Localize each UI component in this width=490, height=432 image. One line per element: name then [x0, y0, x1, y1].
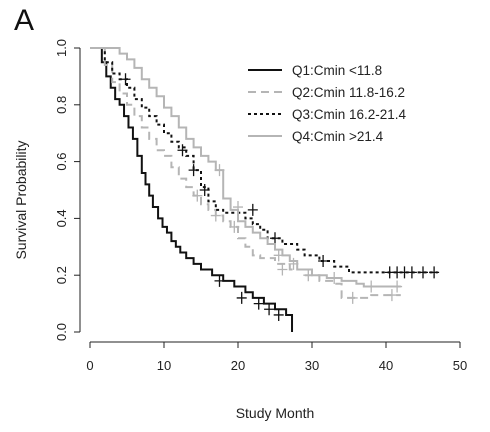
censor-mark [214, 274, 225, 287]
censor-mark [288, 257, 299, 270]
x-tick-label: 40 [379, 358, 393, 373]
censor-mark [386, 289, 397, 302]
x-tick-label: 10 [157, 358, 171, 373]
x-tick-label: 0 [86, 358, 93, 373]
series-4 [90, 47, 403, 293]
censor-mark [273, 308, 284, 321]
y-axis-label: Survival Probability [13, 140, 29, 259]
censor-mark [210, 209, 221, 222]
censor-mark [318, 255, 329, 267]
x-tick-label: 30 [305, 358, 319, 373]
x-axis-label: Study Month [236, 405, 315, 421]
censor-mark [214, 164, 225, 177]
censor-mark [392, 280, 403, 293]
y-tick-label: 0.6 [54, 153, 69, 171]
y-tick-label: 1.0 [54, 39, 69, 57]
censor-mark [236, 291, 247, 304]
censor-mark [329, 272, 340, 285]
censor-mark [188, 164, 199, 177]
censor-mark [429, 266, 440, 279]
y-tick-label: 0.8 [54, 96, 69, 114]
series-line [90, 47, 294, 332]
censor-mark [247, 203, 258, 216]
legend-label: Q2:Cmin 11.8-16.2 [292, 85, 405, 100]
censor-mark [273, 249, 284, 262]
censor-mark [253, 297, 264, 310]
series-1 [90, 47, 294, 332]
y-tick-label: 0.0 [54, 323, 69, 341]
censor-mark [418, 266, 428, 279]
legend-label: Q3:Cmin 16.2-21.4 [292, 107, 407, 122]
censor-mark [120, 73, 131, 86]
y-tick-label: 0.4 [54, 209, 69, 227]
axes: 0 10 20 30 40 50 0.0 0.2 0.4 0.6 0.8 1.0 [54, 39, 467, 373]
y-tick-label: 0.2 [54, 266, 69, 284]
x-tick-label: 50 [453, 358, 467, 373]
survival-curves [90, 47, 440, 332]
series-line [90, 47, 401, 288]
censor-mark [347, 291, 358, 304]
series-3 [90, 47, 440, 279]
series-line [90, 47, 401, 299]
censor-mark [199, 184, 210, 196]
censor-mark [303, 269, 314, 282]
panel-label: A [14, 4, 35, 37]
censor-mark [177, 144, 188, 157]
censor-mark [264, 303, 275, 316]
censor-mark [270, 232, 280, 245]
censor-mark [233, 201, 243, 214]
legend-label: Q4:Cmin >21.4 [292, 129, 384, 144]
censor-mark [366, 280, 377, 293]
legend-label: Q1:Cmin <11.8 [292, 63, 382, 78]
series-line [90, 47, 438, 274]
censor-mark [192, 189, 203, 202]
legend: Q1:Cmin <11.8 Q2:Cmin 11.8-16.2 Q3:Cmin 16… [248, 63, 407, 144]
censor-mark [406, 266, 417, 279]
x-tick-label: 20 [231, 358, 245, 373]
censor-mark [277, 263, 288, 276]
censor-mark [229, 220, 240, 233]
series-2 [90, 47, 401, 304]
